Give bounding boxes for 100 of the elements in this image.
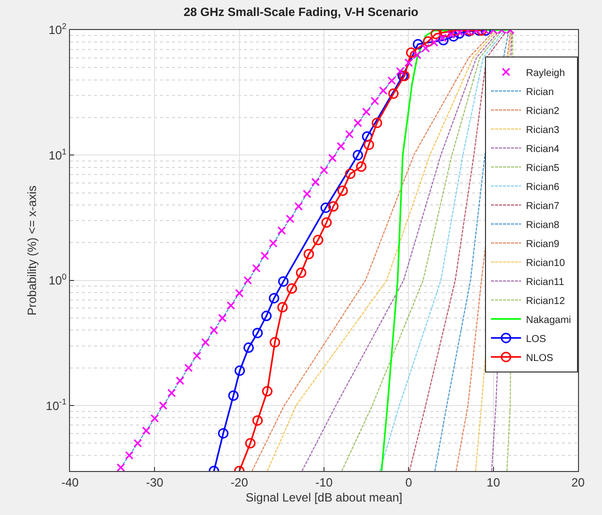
point <box>396 67 404 76</box>
legend-label: Rician6 <box>526 182 560 193</box>
point <box>328 154 337 162</box>
point <box>430 38 438 47</box>
point <box>184 364 193 372</box>
point <box>262 386 273 397</box>
point <box>277 226 286 235</box>
x-tick-label: -30 <box>146 475 164 490</box>
point <box>278 276 289 287</box>
chart-title: 28 GHz Small-Scale Fading, V-H Scenario <box>184 5 418 20</box>
point <box>125 451 134 460</box>
point <box>438 34 449 46</box>
point <box>336 142 346 150</box>
legend-label: Rician4 <box>526 144 560 155</box>
legend-label: Nakagami <box>526 314 572 326</box>
point <box>356 161 366 172</box>
point <box>142 426 150 435</box>
point <box>387 76 396 85</box>
point <box>404 58 413 67</box>
point <box>345 168 356 180</box>
point <box>370 96 380 106</box>
point <box>311 178 320 186</box>
line-series <box>409 31 507 471</box>
point <box>412 50 422 60</box>
point <box>320 202 331 214</box>
legend-label: Rician5 <box>526 162 560 174</box>
line-series <box>341 31 502 471</box>
point <box>388 88 399 99</box>
point <box>218 314 227 322</box>
x-axis-title: Signal Level [dB about mean] <box>246 490 402 504</box>
legend-label: Rician2 <box>526 106 560 117</box>
point <box>438 34 447 42</box>
x-tick-label: -10 <box>315 475 333 490</box>
point <box>252 264 261 272</box>
x-tick-label: -40 <box>61 475 79 490</box>
legend-label: Rician10 <box>526 258 566 269</box>
point <box>304 248 314 260</box>
point <box>235 288 244 298</box>
legend-label: NLOS <box>526 352 554 364</box>
legend-label: Rayleigh <box>526 68 565 79</box>
point <box>286 283 298 294</box>
point <box>252 415 263 426</box>
legend-label: Rician11 <box>526 276 565 288</box>
x-tick-label: 0 <box>405 475 412 490</box>
point <box>210 326 218 334</box>
legend-label: Rician7 <box>526 200 560 212</box>
point <box>234 365 246 376</box>
point <box>245 438 256 448</box>
point <box>296 268 306 278</box>
point <box>406 47 416 58</box>
line-series <box>301 31 499 471</box>
point <box>352 150 364 160</box>
point <box>201 338 210 347</box>
y-axis-title: Probability (%) <= x-axis <box>25 185 40 316</box>
y-tick-label: 10$^{1}$ <box>48 146 67 162</box>
point <box>228 390 239 401</box>
point <box>422 36 434 47</box>
point <box>372 118 382 128</box>
point <box>150 414 159 423</box>
point <box>244 276 252 285</box>
point <box>176 376 184 385</box>
point <box>362 131 372 142</box>
point <box>252 328 263 338</box>
point <box>320 166 328 174</box>
point <box>362 108 371 116</box>
point <box>328 201 339 212</box>
point <box>167 388 176 398</box>
point <box>268 292 280 304</box>
point <box>364 140 374 150</box>
y-tick-label: 10$^{0}$ <box>48 272 67 288</box>
point <box>158 401 168 410</box>
point <box>294 202 303 211</box>
point <box>379 86 388 95</box>
point <box>116 463 126 471</box>
point <box>354 118 362 128</box>
point <box>192 351 202 360</box>
point <box>421 44 430 52</box>
point <box>412 38 424 50</box>
point <box>261 310 272 322</box>
point <box>218 428 228 439</box>
point <box>268 238 278 248</box>
point <box>243 342 254 353</box>
point <box>337 185 348 196</box>
point <box>226 301 236 310</box>
point <box>345 130 354 138</box>
x-tick-label: 10 <box>486 475 500 490</box>
point <box>260 252 269 260</box>
y-tick-label: 10$^{-1}$ <box>46 396 67 413</box>
legend-label: Rician <box>526 86 554 98</box>
x-tick-label: 20 <box>571 475 585 490</box>
legend-label: Rician3 <box>526 124 560 136</box>
point <box>321 217 332 228</box>
y-tick-label: 10$^{2}$ <box>48 21 67 38</box>
point <box>277 302 288 312</box>
legend-label: LOS <box>526 334 546 345</box>
point <box>312 234 324 246</box>
point <box>430 30 442 40</box>
legend-label: Rician8 <box>526 220 560 231</box>
point <box>286 214 294 224</box>
point <box>133 438 142 448</box>
